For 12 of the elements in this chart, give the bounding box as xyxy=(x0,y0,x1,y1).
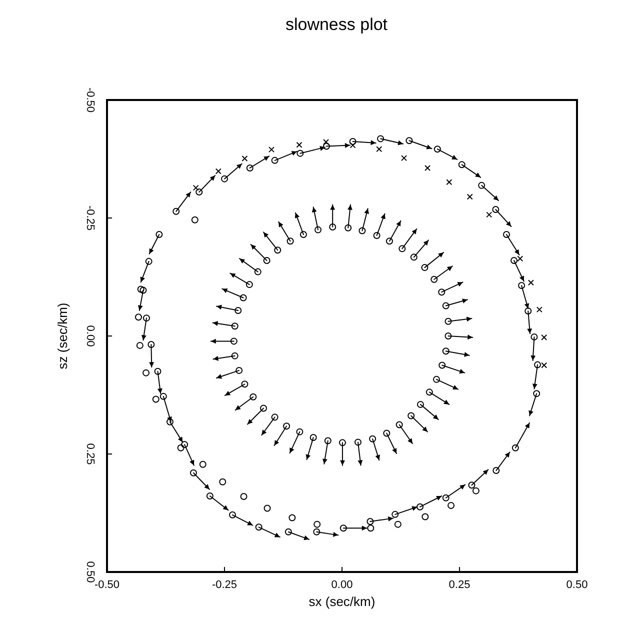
y-tick-label: 0.25 xyxy=(84,443,96,465)
x-axis-title: sx (sec/km) xyxy=(308,594,376,609)
y-tick-label: 0.00 xyxy=(84,325,96,347)
chart-title: slowness plot xyxy=(285,15,388,34)
x-tick-label: -0.50 xyxy=(94,579,120,591)
y-axis-title: sz (sec/km) xyxy=(55,302,70,370)
x-tick-label: -0.25 xyxy=(212,579,238,591)
x-tick-label: 0.25 xyxy=(448,579,470,591)
y-tick-label: -0.50 xyxy=(84,87,96,113)
y-tick-label: -0.25 xyxy=(84,205,96,231)
x-tick-label: 0.00 xyxy=(331,579,353,591)
x-tick-label: 0.50 xyxy=(566,579,588,591)
